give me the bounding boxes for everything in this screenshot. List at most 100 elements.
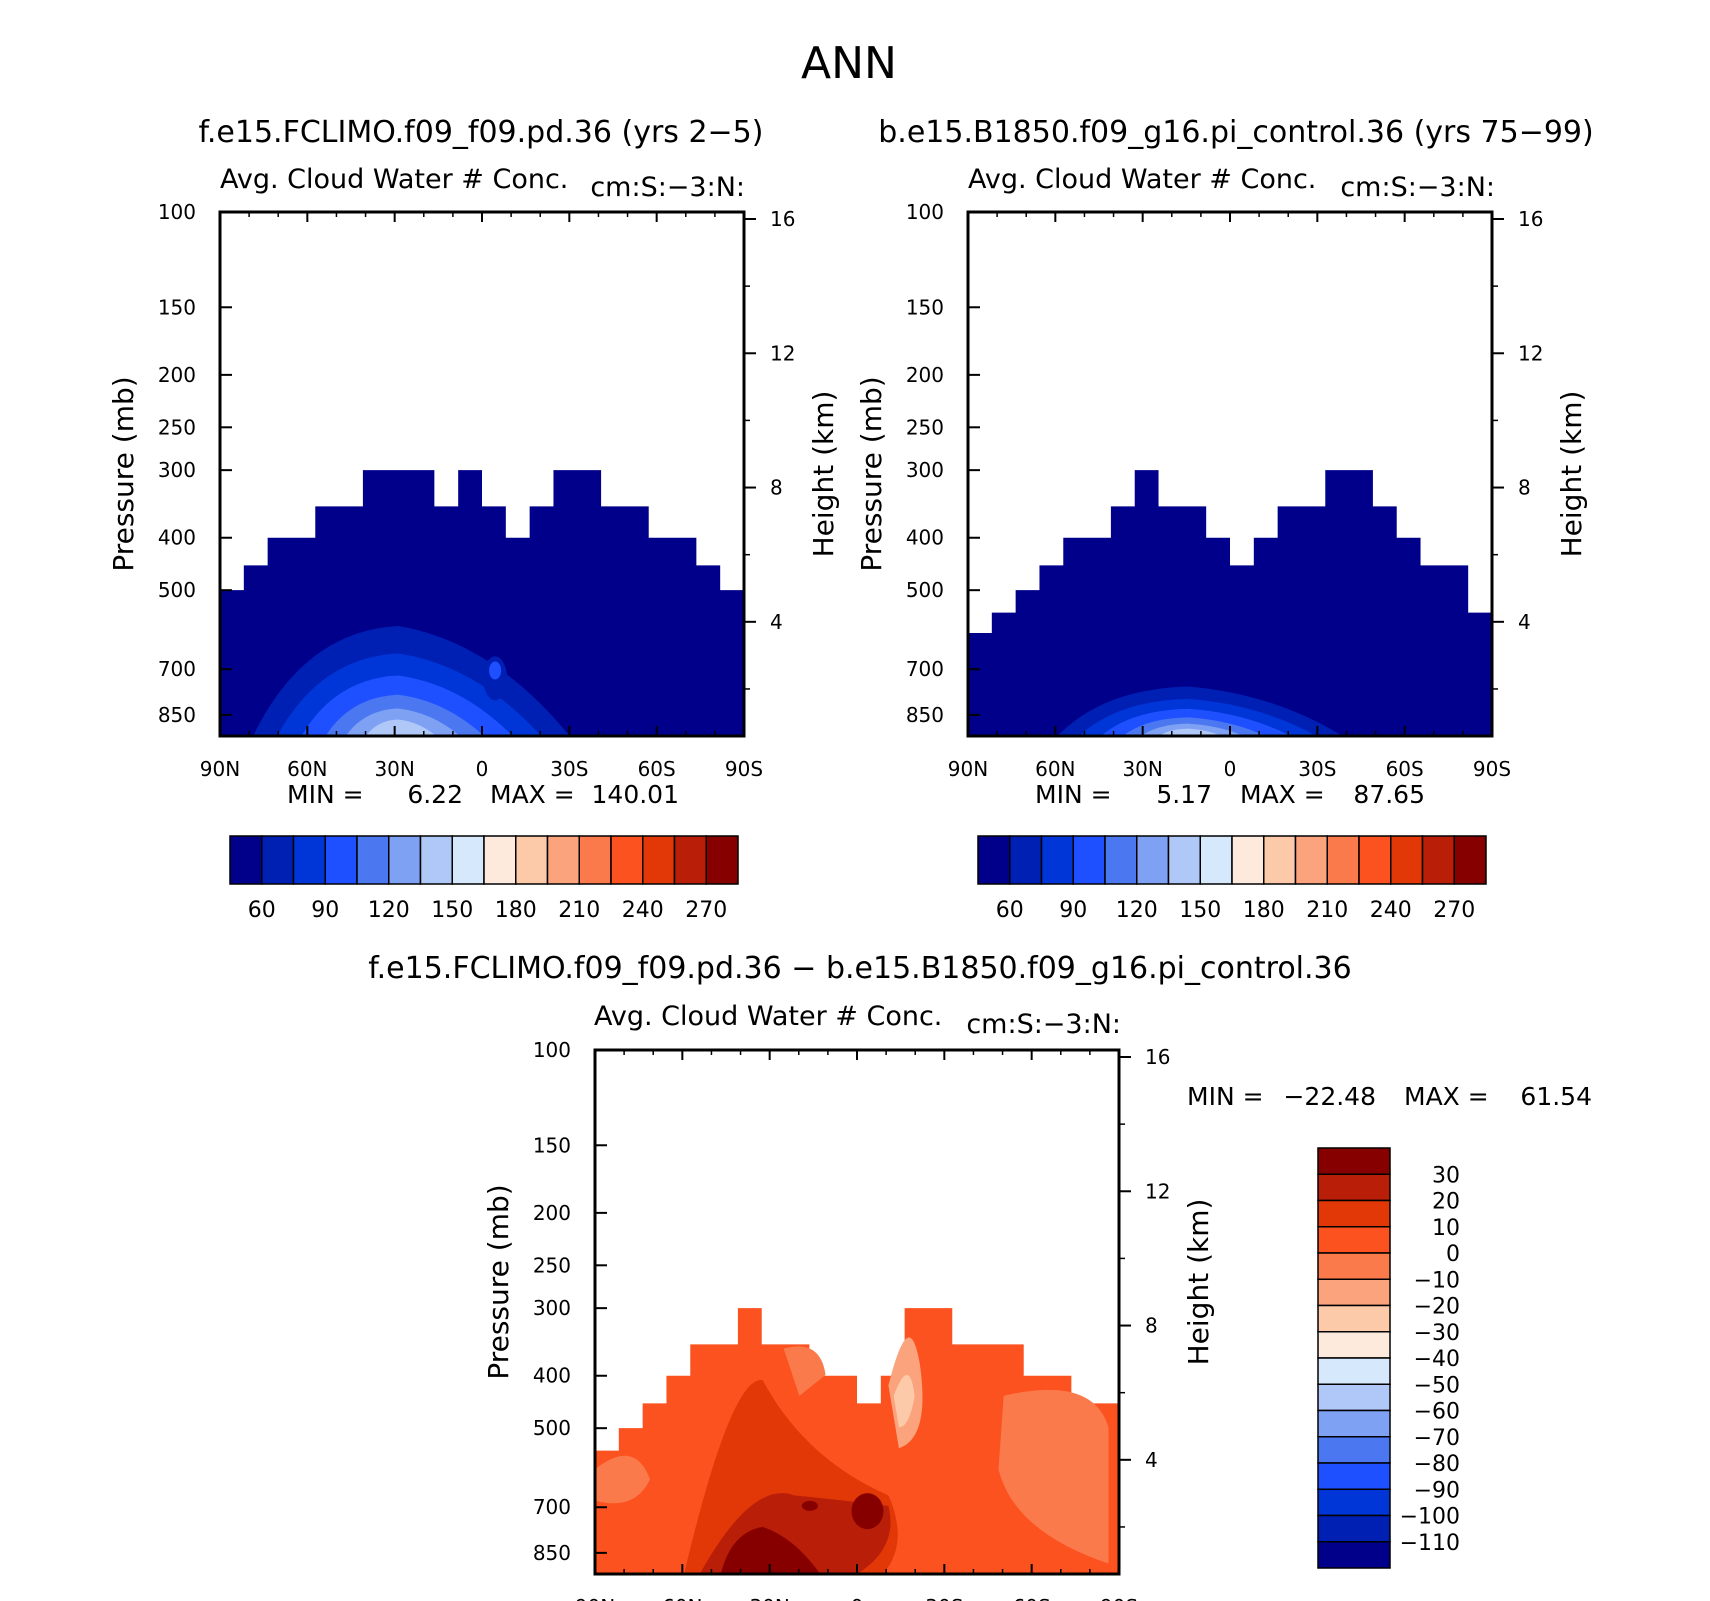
field-contour — [801, 1500, 818, 1511]
colorbar-label: 240 — [1370, 898, 1412, 923]
colorbar-box — [1317, 1514, 1391, 1543]
plot-title: Avg. Cloud Water # Conc. — [220, 164, 568, 195]
plot-title: Avg. Cloud Water # Conc. — [968, 164, 1316, 195]
y-tick-label: 700 — [906, 657, 944, 681]
colorbar-label: 10 — [1432, 1216, 1460, 1241]
x-tick-label: 90N — [575, 1595, 615, 1601]
colorbar-label: −60 — [1414, 1400, 1460, 1425]
colorbar-box — [1317, 1147, 1391, 1175]
colorbar-label: 210 — [558, 898, 600, 923]
colorbar-box — [1317, 1199, 1391, 1228]
y-tick-label: 400 — [158, 526, 196, 550]
x-tick-label: 30S — [550, 757, 588, 781]
colorbar-label: −80 — [1414, 1452, 1460, 1477]
colorbar-box — [261, 835, 295, 885]
right-tick-label: 16 — [1145, 1045, 1170, 1069]
colorbar-label: 120 — [1116, 898, 1158, 923]
x-tick-label: 60N — [287, 757, 327, 781]
colorbar-label: 120 — [368, 898, 410, 923]
y-axis-label: Pressure (mb) — [482, 1184, 515, 1379]
colorbar-box — [1199, 835, 1233, 885]
case-title: f.e15.FCLIMO.f09_f09.pd.36 − b.e15.B1850… — [368, 951, 1351, 986]
case-title: b.e15.B1850.f09_g16.pi_control.36 (yrs 7… — [878, 115, 1593, 150]
y-tick-label: 850 — [533, 1541, 571, 1565]
y-tick-label: 500 — [906, 578, 944, 602]
right-y-ticks: 16 12 8 4 — [744, 207, 795, 690]
y-tick-label: 150 — [906, 295, 944, 319]
colorbar: 60 90 120 150 180 210 240 270 — [977, 835, 1487, 923]
y-tick-label: 300 — [158, 458, 196, 482]
right-y-ticks: 16 12 8 4 — [1119, 1045, 1170, 1528]
y-tick-label: 250 — [158, 415, 196, 439]
colorbar-label: 240 — [622, 898, 664, 923]
colorbar-box — [1317, 1226, 1391, 1254]
colorbar-box — [1326, 835, 1360, 885]
colorbar-box — [1317, 1541, 1391, 1569]
x-tick-label: 90S — [725, 757, 763, 781]
field-contour — [893, 1374, 915, 1428]
max-value: 87.65 — [1353, 780, 1425, 809]
colorbar-label: 90 — [311, 898, 339, 923]
colorbar-box — [1167, 835, 1201, 885]
right-y-axis-label: Height (km) — [1555, 391, 1588, 558]
y-tick-label: 400 — [906, 526, 944, 550]
right-tick-label: 4 — [770, 610, 783, 634]
colorbar-box — [1317, 1278, 1391, 1307]
colorbar-box — [1358, 835, 1392, 885]
colorbar-label: 90 — [1059, 898, 1087, 923]
colorbar-box — [1072, 835, 1106, 885]
y-tick-label: 100 — [906, 200, 944, 224]
colorbar-box — [1390, 835, 1424, 885]
colorbar: 60 90 120 150 180 210 240 270 — [229, 835, 739, 923]
colorbar-box — [1040, 835, 1074, 885]
stats: MIN = 5.17 MAX = 87.65 — [1035, 780, 1425, 809]
colorbar-box — [229, 835, 263, 885]
x-tick-label: 0 — [851, 1595, 864, 1601]
colorbar-box — [451, 835, 485, 885]
x-tick-label: 30S — [925, 1595, 963, 1601]
right-tick-label: 12 — [770, 341, 795, 365]
x-tick-label: 60N — [662, 1595, 702, 1601]
plot-title: Avg. Cloud Water # Conc. — [594, 1001, 942, 1032]
colorbar-box — [546, 835, 580, 885]
colorbar-label: −70 — [1414, 1426, 1460, 1451]
plot-units: cm:S:−3:N: — [1340, 172, 1495, 203]
stats: MIN = −22.48 MAX = 61.54 — [1187, 1082, 1592, 1111]
colorbar-label: 180 — [495, 898, 537, 923]
field-contour — [851, 1493, 884, 1530]
x-tick-label: 0 — [1224, 757, 1237, 781]
right-tick-label: 4 — [1518, 610, 1531, 634]
field-area — [220, 470, 744, 736]
colorbar-box — [1317, 1252, 1391, 1280]
x-tick-label: 60S — [1386, 757, 1424, 781]
colorbar-box — [1317, 1383, 1391, 1412]
y-axis-label: Pressure (mb) — [855, 376, 888, 571]
x-tick-label: 60S — [1013, 1595, 1051, 1601]
x-ticks: 90N 60N 30N 0 30S 60S 90S — [200, 212, 763, 781]
colorbar-box — [1231, 835, 1265, 885]
x-tick-label: 30S — [1298, 757, 1336, 781]
field-contour — [998, 1389, 1109, 1564]
colorbar-box — [1317, 1409, 1391, 1438]
colorbar-label: 60 — [248, 898, 276, 923]
x-tick-label: 90N — [200, 757, 240, 781]
y-tick-label: 850 — [158, 703, 196, 727]
colorbar-box — [578, 835, 612, 885]
min-label: MIN = — [1035, 780, 1112, 809]
colorbar-label: −40 — [1414, 1347, 1460, 1372]
colorbar-box — [388, 835, 422, 885]
y-tick-label: 850 — [906, 703, 944, 727]
y-tick-label: 400 — [533, 1364, 571, 1388]
max-label: MAX = — [1240, 780, 1325, 809]
field-area — [968, 470, 1492, 736]
right-tick-label: 16 — [1518, 207, 1543, 231]
colorbar-box — [1136, 835, 1170, 885]
min-label: MIN = — [1187, 1082, 1264, 1111]
colorbar-box — [1317, 1173, 1391, 1202]
colorbar-label: −100 — [1400, 1505, 1460, 1530]
y-tick-label: 300 — [533, 1296, 571, 1320]
right-tick-label: 16 — [770, 207, 795, 231]
case-title: f.e15.FCLIMO.f09_f09.pd.36 (yrs 2−5) — [199, 115, 764, 150]
y-tick-label: 150 — [158, 295, 196, 319]
